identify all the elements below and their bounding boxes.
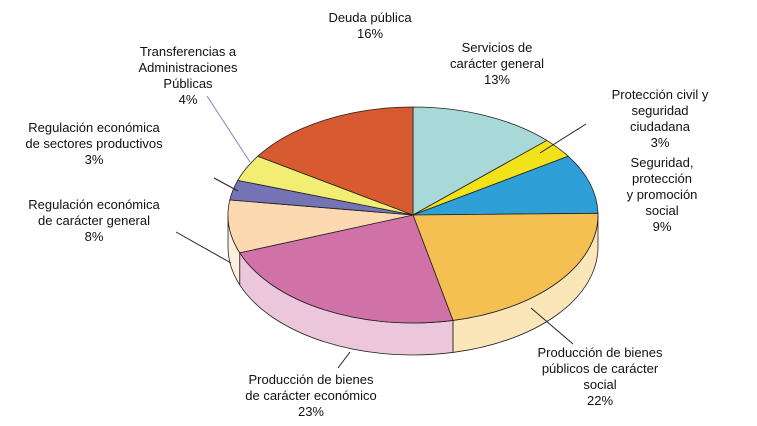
- slice-label: Regulación económica de carácter general…: [28, 197, 160, 245]
- category-label: Deuda pública: [328, 10, 412, 25]
- slice-label: Producción de bienes públicos de carácte…: [537, 345, 662, 409]
- category-label: Regulación económica de carácter general: [28, 197, 160, 228]
- category-label: Servicios de carácter general: [450, 40, 544, 71]
- value-label: 4%: [178, 92, 198, 107]
- leader-line: [337, 351, 351, 369]
- slice: [239, 214, 454, 324]
- category-label: Transferencias a Administraciones Públic…: [138, 44, 238, 91]
- slice: [227, 199, 414, 254]
- leader-line: [213, 177, 239, 192]
- leader-line: [530, 307, 574, 345]
- slice-label: Deuda pública 16%: [328, 10, 411, 42]
- slice: [412, 106, 548, 216]
- value-label: 3%: [650, 135, 670, 150]
- category-label: Producción de bienes públicos de carácte…: [537, 345, 663, 392]
- value-label: 16%: [356, 26, 384, 41]
- slice-tops: [227, 106, 599, 324]
- slice-label: Regulación económica de sectores product…: [25, 120, 162, 168]
- category-label: Producción de bienes de carácter económi…: [245, 372, 377, 403]
- value-label: 8%: [84, 229, 104, 244]
- category-label: Seguridad, protección y promoción social: [626, 155, 698, 218]
- category-label: Regulación económica de sectores product…: [25, 120, 163, 151]
- value-label: 3%: [84, 152, 104, 167]
- category-label: Protección civil y seguridad ciudadana: [611, 87, 709, 134]
- slice-label: Protección civil y seguridad ciudadana 3%: [612, 87, 709, 151]
- leader-lines: [175, 95, 587, 369]
- slice: [412, 155, 599, 216]
- slice-label: Servicios de carácter general 13%: [450, 40, 544, 88]
- slice: [412, 212, 599, 321]
- slice-label: Seguridad, protección y promoción social…: [615, 155, 710, 235]
- leader-line: [206, 95, 251, 163]
- leader-line: [175, 231, 232, 264]
- slice-label: Producción de bienes de carácter económi…: [245, 372, 377, 420]
- slice-label: Transferencias a Administraciones Públic…: [139, 44, 238, 108]
- value-label: 9%: [652, 219, 672, 234]
- leader-line: [539, 123, 587, 154]
- value-label: 22%: [586, 393, 614, 408]
- value-label: 23%: [297, 404, 325, 419]
- value-label: 13%: [483, 72, 511, 87]
- slice: [257, 106, 414, 216]
